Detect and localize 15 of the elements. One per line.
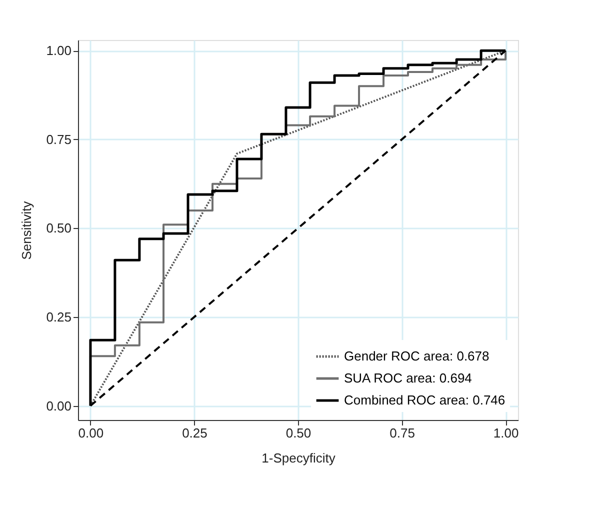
- y-tick-label: 0.25: [46, 310, 72, 325]
- y-tick-label: 0.50: [46, 220, 72, 236]
- legend-label: Gender ROC area: 0.678: [344, 348, 490, 364]
- x-tick-label: 1.00: [493, 426, 519, 440]
- y-axis-title: Sensitivity: [19, 200, 34, 260]
- legend-label: SUA ROC area: 0.694: [344, 370, 472, 386]
- legend-label: Combined ROC area: 0.746: [344, 392, 506, 408]
- x-tick-label: 0.25: [182, 426, 208, 440]
- y-tick-label: 1.00: [46, 43, 72, 58]
- x-axis-title: 1-Specyficity: [262, 450, 336, 466]
- x-tick-label: 0.75: [390, 426, 415, 440]
- y-tick-label: 0.75: [46, 132, 72, 147]
- y-tick-label: 0.00: [46, 398, 72, 414]
- x-tick-label: 0.00: [78, 426, 104, 440]
- x-tick-label: 0.50: [286, 426, 312, 440]
